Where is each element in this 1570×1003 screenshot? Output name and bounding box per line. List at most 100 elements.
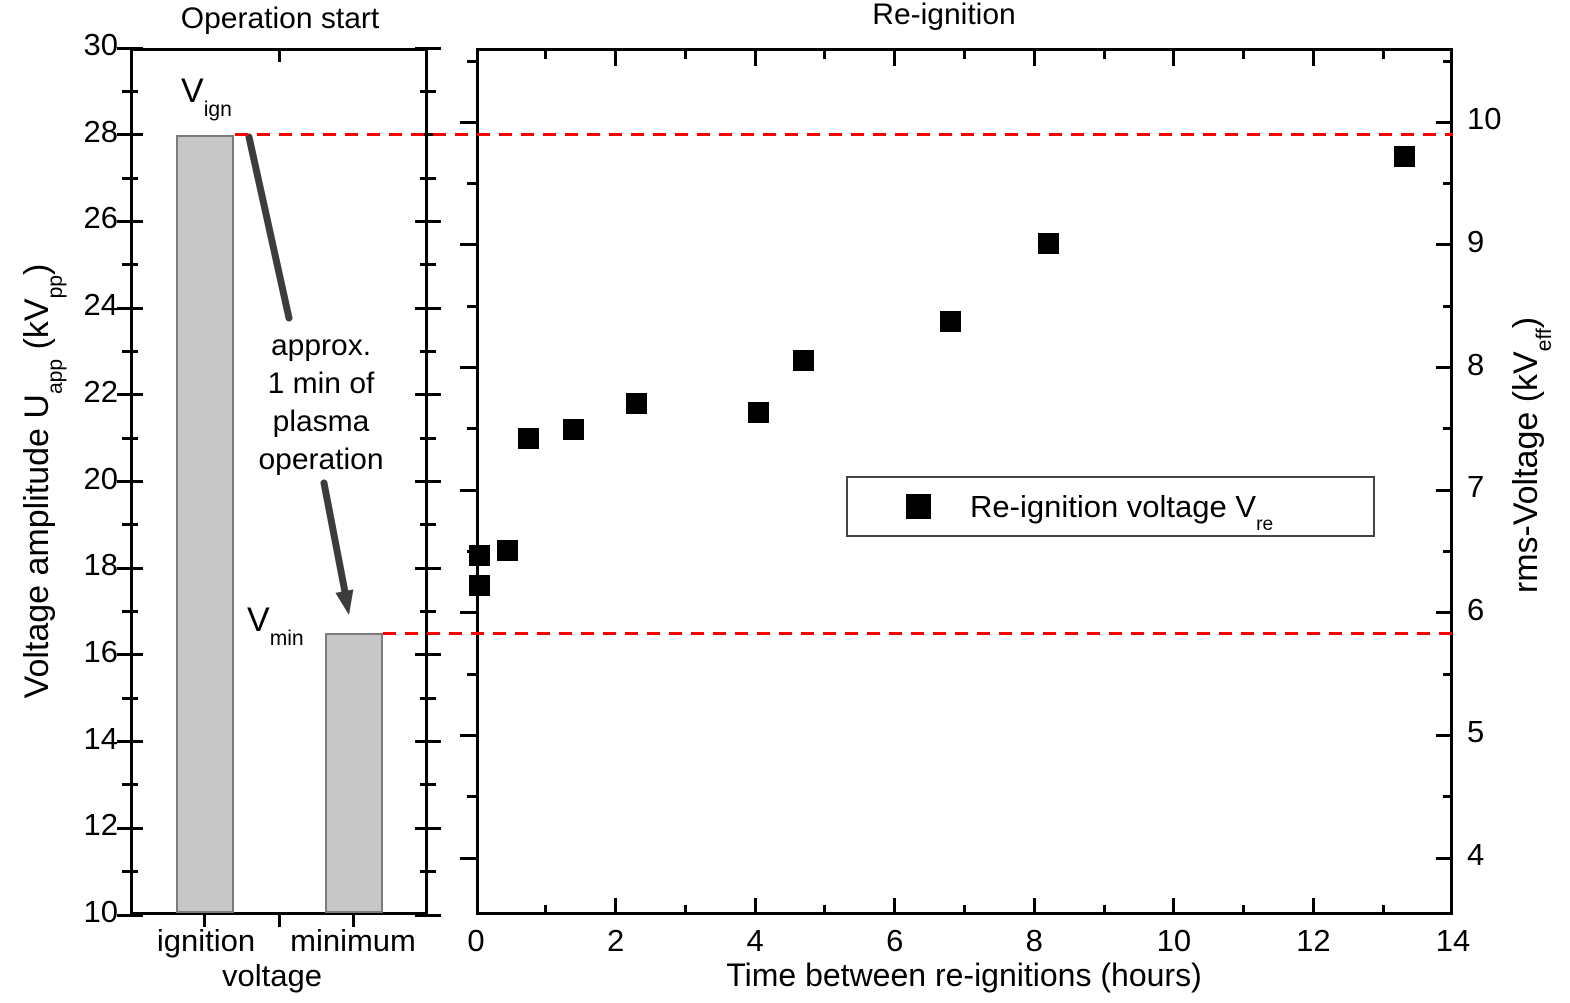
left-y-axis-tick <box>117 393 143 397</box>
right-panel-left-tick <box>460 366 476 370</box>
reference-line-vign <box>235 133 1453 137</box>
left-panel-right-tick <box>415 46 441 50</box>
data-point <box>748 401 770 423</box>
right-panel-left-tick <box>460 488 476 492</box>
right-x-axis-tick <box>893 898 897 913</box>
right-x-axis-title: Time between re-ignitions (hours) <box>726 957 1202 993</box>
right-panel-left-tick <box>467 427 476 431</box>
right-y-axis-tick <box>1436 733 1452 737</box>
right-panel-left-tick <box>460 120 476 124</box>
left-panel-right-tick <box>415 219 441 223</box>
right-y-axis-tick <box>1436 120 1452 124</box>
right-panel-top-tick <box>1032 50 1036 66</box>
right-y-tick-label: 9 <box>1467 223 1485 259</box>
left-y-axis-tick <box>117 133 143 137</box>
right-panel-top-tick <box>1102 50 1106 59</box>
left-x-axis-title: voltage <box>222 958 322 993</box>
left-panel-right-tick <box>420 696 436 700</box>
right-panel-top-tick <box>1242 50 1246 59</box>
left-panel-right-tick <box>415 393 441 397</box>
left-y-tick-label: 28 <box>83 113 118 149</box>
left-y-axis-tick <box>122 176 138 180</box>
left-y-tick-label: 12 <box>83 807 118 843</box>
right-y-axis-title: rms-Voltage (kVeff) <box>1507 316 1556 594</box>
v-ign-label: Vign <box>181 72 232 121</box>
left-panel-right-tick <box>420 89 436 93</box>
right-y-axis-tick <box>1443 182 1452 186</box>
right-y-axis-tick <box>1443 672 1452 676</box>
right-y-tick-label: 10 <box>1467 101 1502 137</box>
right-panel-top-tick <box>1172 50 1176 66</box>
right-x-axis-tick <box>963 905 966 913</box>
category-label-minimum: minimum <box>290 923 416 958</box>
right-x-axis-tick <box>1311 898 1315 913</box>
left-panel-right-tick <box>415 913 441 917</box>
right-y-tick-label: 6 <box>1467 591 1485 627</box>
right-x-axis-tick <box>1242 905 1246 913</box>
left-panel-right-tick <box>415 480 441 483</box>
right-x-axis-tick <box>544 905 548 913</box>
right-panel-top-tick <box>614 50 618 66</box>
right-panel-left-tick <box>467 182 476 186</box>
left-panel-right-tick <box>420 870 436 874</box>
data-point <box>468 575 490 597</box>
right-x-tick-label: 2 <box>606 923 625 958</box>
right-panel-top-tick <box>963 50 966 59</box>
right-y-tick-label: 4 <box>1467 837 1485 873</box>
left-panel-right-tick <box>420 436 436 440</box>
left-y-axis-tick <box>122 89 138 93</box>
left-y-axis-tick <box>117 653 143 657</box>
left-y-axis-tick <box>117 826 143 830</box>
right-y-axis-tick <box>1443 59 1452 63</box>
right-y-axis-tick <box>1443 795 1452 799</box>
left-panel-right-tick <box>415 566 441 570</box>
data-point <box>793 349 815 371</box>
right-panel-top-tick <box>753 50 757 66</box>
right-panel-left-tick <box>460 856 476 860</box>
legend: Re-ignition voltage Vre <box>846 476 1375 537</box>
right-panel-top-tick <box>683 50 687 59</box>
left-y-axis-tick <box>122 349 138 353</box>
right-y-axis-tick <box>1436 611 1452 615</box>
left-panel-right-tick <box>420 176 436 180</box>
right-x-axis-tick <box>683 905 687 913</box>
right-x-tick-label: 8 <box>1025 923 1043 958</box>
right-x-axis-tick <box>1102 905 1106 913</box>
right-x-tick-label: 6 <box>886 923 904 958</box>
left-panel-right-tick <box>420 263 436 267</box>
left-y-axis-tick <box>117 306 143 310</box>
right-y-axis-tick <box>1443 304 1452 308</box>
right-x-axis-tick <box>1172 898 1176 913</box>
right-y-axis-tick <box>1443 427 1452 431</box>
left-x-axis-tick <box>352 915 355 927</box>
left-y-axis-tick <box>117 219 143 223</box>
left-y-axis-tick <box>122 610 138 614</box>
right-panel-top-tick <box>1311 50 1315 66</box>
right-y-axis-tick <box>1436 366 1452 370</box>
left-y-axis-tick <box>117 740 143 744</box>
right-x-tick-label: 4 <box>746 923 764 958</box>
left-x-axis-tick <box>203 915 206 927</box>
data-point <box>1037 232 1059 254</box>
left-panel-right-tick <box>420 783 436 787</box>
left-y-axis-tick <box>117 46 143 50</box>
left-panel-right-tick <box>415 653 441 657</box>
data-point <box>940 310 962 332</box>
right-panel-left-tick <box>460 243 476 247</box>
left-y-axis-tick <box>122 783 138 787</box>
right-x-axis-tick <box>823 905 827 913</box>
right-x-axis-tick <box>614 898 618 913</box>
left-y-axis-tick <box>122 870 138 874</box>
note-line: approx. <box>270 329 372 362</box>
right-x-tick-label: 12 <box>1296 923 1331 958</box>
note-line: 1 min of <box>267 367 375 400</box>
left-panel-right-tick <box>415 740 441 744</box>
left-y-axis-tick <box>122 263 138 267</box>
right-y-tick-label: 7 <box>1467 469 1485 505</box>
left-y-axis-tick <box>122 436 138 440</box>
left-y-tick-label: 30 <box>83 27 118 62</box>
left-y-axis-tick <box>122 696 138 700</box>
legend-label: Re-ignition voltage Vre <box>970 489 1274 535</box>
left-y-tick-label: 14 <box>83 720 118 756</box>
left-y-axis-tick <box>117 480 143 483</box>
